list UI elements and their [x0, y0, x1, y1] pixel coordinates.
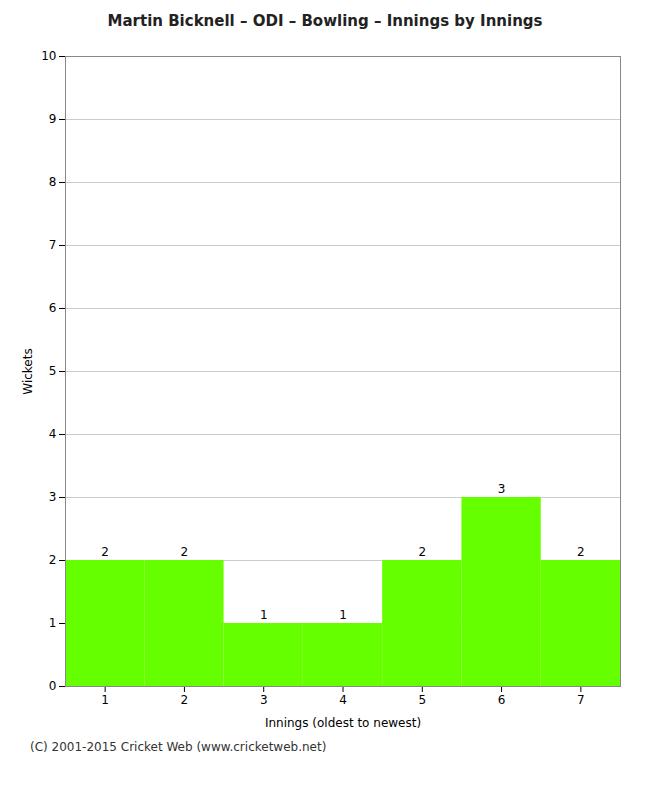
svg-text:10: 10 [41, 49, 56, 63]
svg-text:2: 2 [577, 545, 585, 559]
svg-text:Innings (oldest to newest): Innings (oldest to newest) [265, 716, 421, 730]
svg-text:Wickets: Wickets [21, 348, 35, 394]
svg-text:4: 4 [339, 693, 347, 707]
html-text:(C) 2001-2015 Cricket Web (www: (C) 2001-2015 Cricket Web (www.cricketwe… [30, 740, 327, 754]
svg-text:5: 5 [418, 693, 426, 707]
svg-text:7: 7 [577, 693, 585, 707]
svg-text:2: 2 [418, 545, 426, 559]
svg-text:4: 4 [49, 427, 57, 441]
svg-text:7: 7 [49, 238, 57, 252]
svg-text:8: 8 [49, 175, 57, 189]
svg-text:2: 2 [101, 545, 109, 559]
svg-text:6: 6 [498, 693, 506, 707]
svg-text:1: 1 [260, 608, 268, 622]
svg-text:2: 2 [181, 545, 189, 559]
svg-text:3: 3 [498, 482, 506, 496]
svg-text:2: 2 [181, 693, 189, 707]
svg-text:1: 1 [339, 608, 347, 622]
svg-text:6: 6 [49, 301, 57, 315]
svg-text:3: 3 [260, 693, 268, 707]
svg-text:2: 2 [49, 553, 57, 567]
svg-text:9: 9 [49, 112, 57, 126]
svg-text:0: 0 [49, 679, 57, 693]
svg-text:5: 5 [49, 364, 57, 378]
svg-text:3: 3 [49, 490, 57, 504]
html-text:Martin Bicknell – ODI – Bowlin: Martin Bicknell – ODI – Bowling – Inning… [107, 12, 543, 30]
svg-text:1: 1 [49, 616, 57, 630]
svg-text:1: 1 [101, 693, 109, 707]
